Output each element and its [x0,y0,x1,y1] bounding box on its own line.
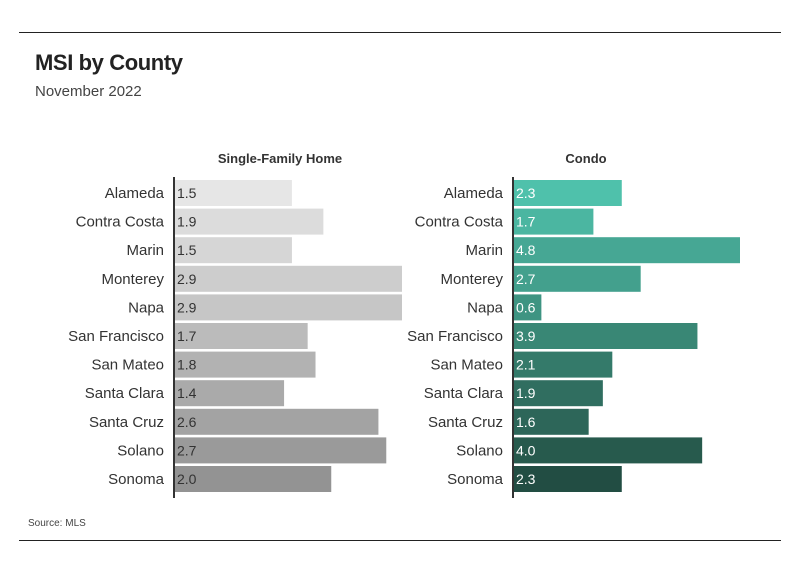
value-label-0-marin: 1.5 [177,242,197,258]
bar-0-sonoma [174,466,332,492]
category-label-0-solano: Solano [117,442,164,459]
category-label-0-marin: Marin [126,242,164,259]
category-label-0-napa: Napa [128,299,165,316]
chart-title: MSI by County [35,50,183,75]
value-label-1-monterey: 2.7 [516,271,536,287]
category-label-0-san-francisco: San Francisco [68,328,164,345]
category-label-0-alameda: Alameda [105,185,165,202]
bar-1-sonoma [513,466,622,492]
panel-title-0: Single-Family Home [218,151,342,166]
category-label-1-monterey: Monterey [440,271,503,288]
category-label-1-solano: Solano [456,442,503,459]
category-label-0-san-mateo: San Mateo [91,357,164,374]
bar-0-santa-cruz [174,408,379,435]
value-label-0-san-mateo: 1.8 [177,357,197,373]
bar-1-solano [513,437,703,464]
bar-0-santa-clara [174,380,285,407]
category-label-1-alameda: Alameda [444,185,504,202]
bar-1-contra-costa [513,208,594,235]
value-label-0-solano: 2.7 [177,442,197,458]
value-label-1-solano: 4.0 [516,442,536,458]
bar-0-marin [174,237,292,264]
value-label-1-alameda: 2.3 [516,185,536,201]
value-label-0-san-francisco: 1.7 [177,328,197,344]
panel-title-1: Condo [565,151,606,166]
category-label-1-napa: Napa [467,299,504,316]
top-rule [19,32,781,33]
chart-subtitle: November 2022 [35,83,142,100]
value-label-1-napa: 0.6 [516,299,536,315]
value-label-1-san-francisco: 3.9 [516,328,536,344]
bar-0-solano [174,437,387,464]
value-label-0-contra-costa: 1.9 [177,214,197,230]
value-label-1-contra-costa: 1.7 [516,214,536,230]
bar-0-san-francisco [174,323,308,349]
bar-1-alameda [513,180,622,206]
value-label-1-marin: 4.8 [516,242,536,258]
bottom-rule [19,540,781,541]
value-label-0-alameda: 1.5 [177,185,197,201]
bar-0-alameda [174,180,292,206]
category-label-0-santa-cruz: Santa Cruz [89,414,164,431]
bar-0-contra-costa [174,208,324,235]
category-label-1-contra-costa: Contra Costa [415,214,504,231]
bar-1-marin [513,237,740,264]
bar-1-santa-cruz [513,408,589,435]
category-label-1-san-mateo: San Mateo [430,357,503,374]
category-label-0-sonoma: Sonoma [108,471,165,488]
bar-1-napa [513,294,542,321]
bar-1-santa-clara [513,380,603,407]
category-label-0-monterey: Monterey [101,271,164,288]
value-label-1-santa-clara: 1.9 [516,385,536,401]
value-label-0-napa: 2.9 [177,299,197,315]
source-note: Source: MLS [28,518,86,529]
category-label-1-santa-cruz: Santa Cruz [428,414,503,431]
value-label-0-sonoma: 2.0 [177,471,197,487]
category-label-0-santa-clara: Santa Clara [85,385,165,402]
value-label-0-santa-clara: 1.4 [177,385,197,401]
bar-1-san-mateo [513,351,613,378]
bar-0-monterey [174,265,402,292]
value-label-0-monterey: 2.9 [177,271,197,287]
value-label-1-santa-cruz: 1.6 [516,414,536,430]
category-label-1-santa-clara: Santa Clara [424,385,504,402]
value-label-1-san-mateo: 2.1 [516,357,536,373]
bar-1-monterey [513,265,641,292]
category-label-1-san-francisco: San Francisco [407,328,503,345]
value-label-1-sonoma: 2.3 [516,471,536,487]
category-label-1-marin: Marin [465,242,503,259]
bar-1-san-francisco [513,323,698,349]
value-label-0-santa-cruz: 2.6 [177,414,197,430]
bar-0-napa [174,294,402,321]
bar-0-san-mateo [174,351,316,378]
category-label-1-sonoma: Sonoma [447,471,504,488]
category-label-0-contra-costa: Contra Costa [76,214,165,231]
